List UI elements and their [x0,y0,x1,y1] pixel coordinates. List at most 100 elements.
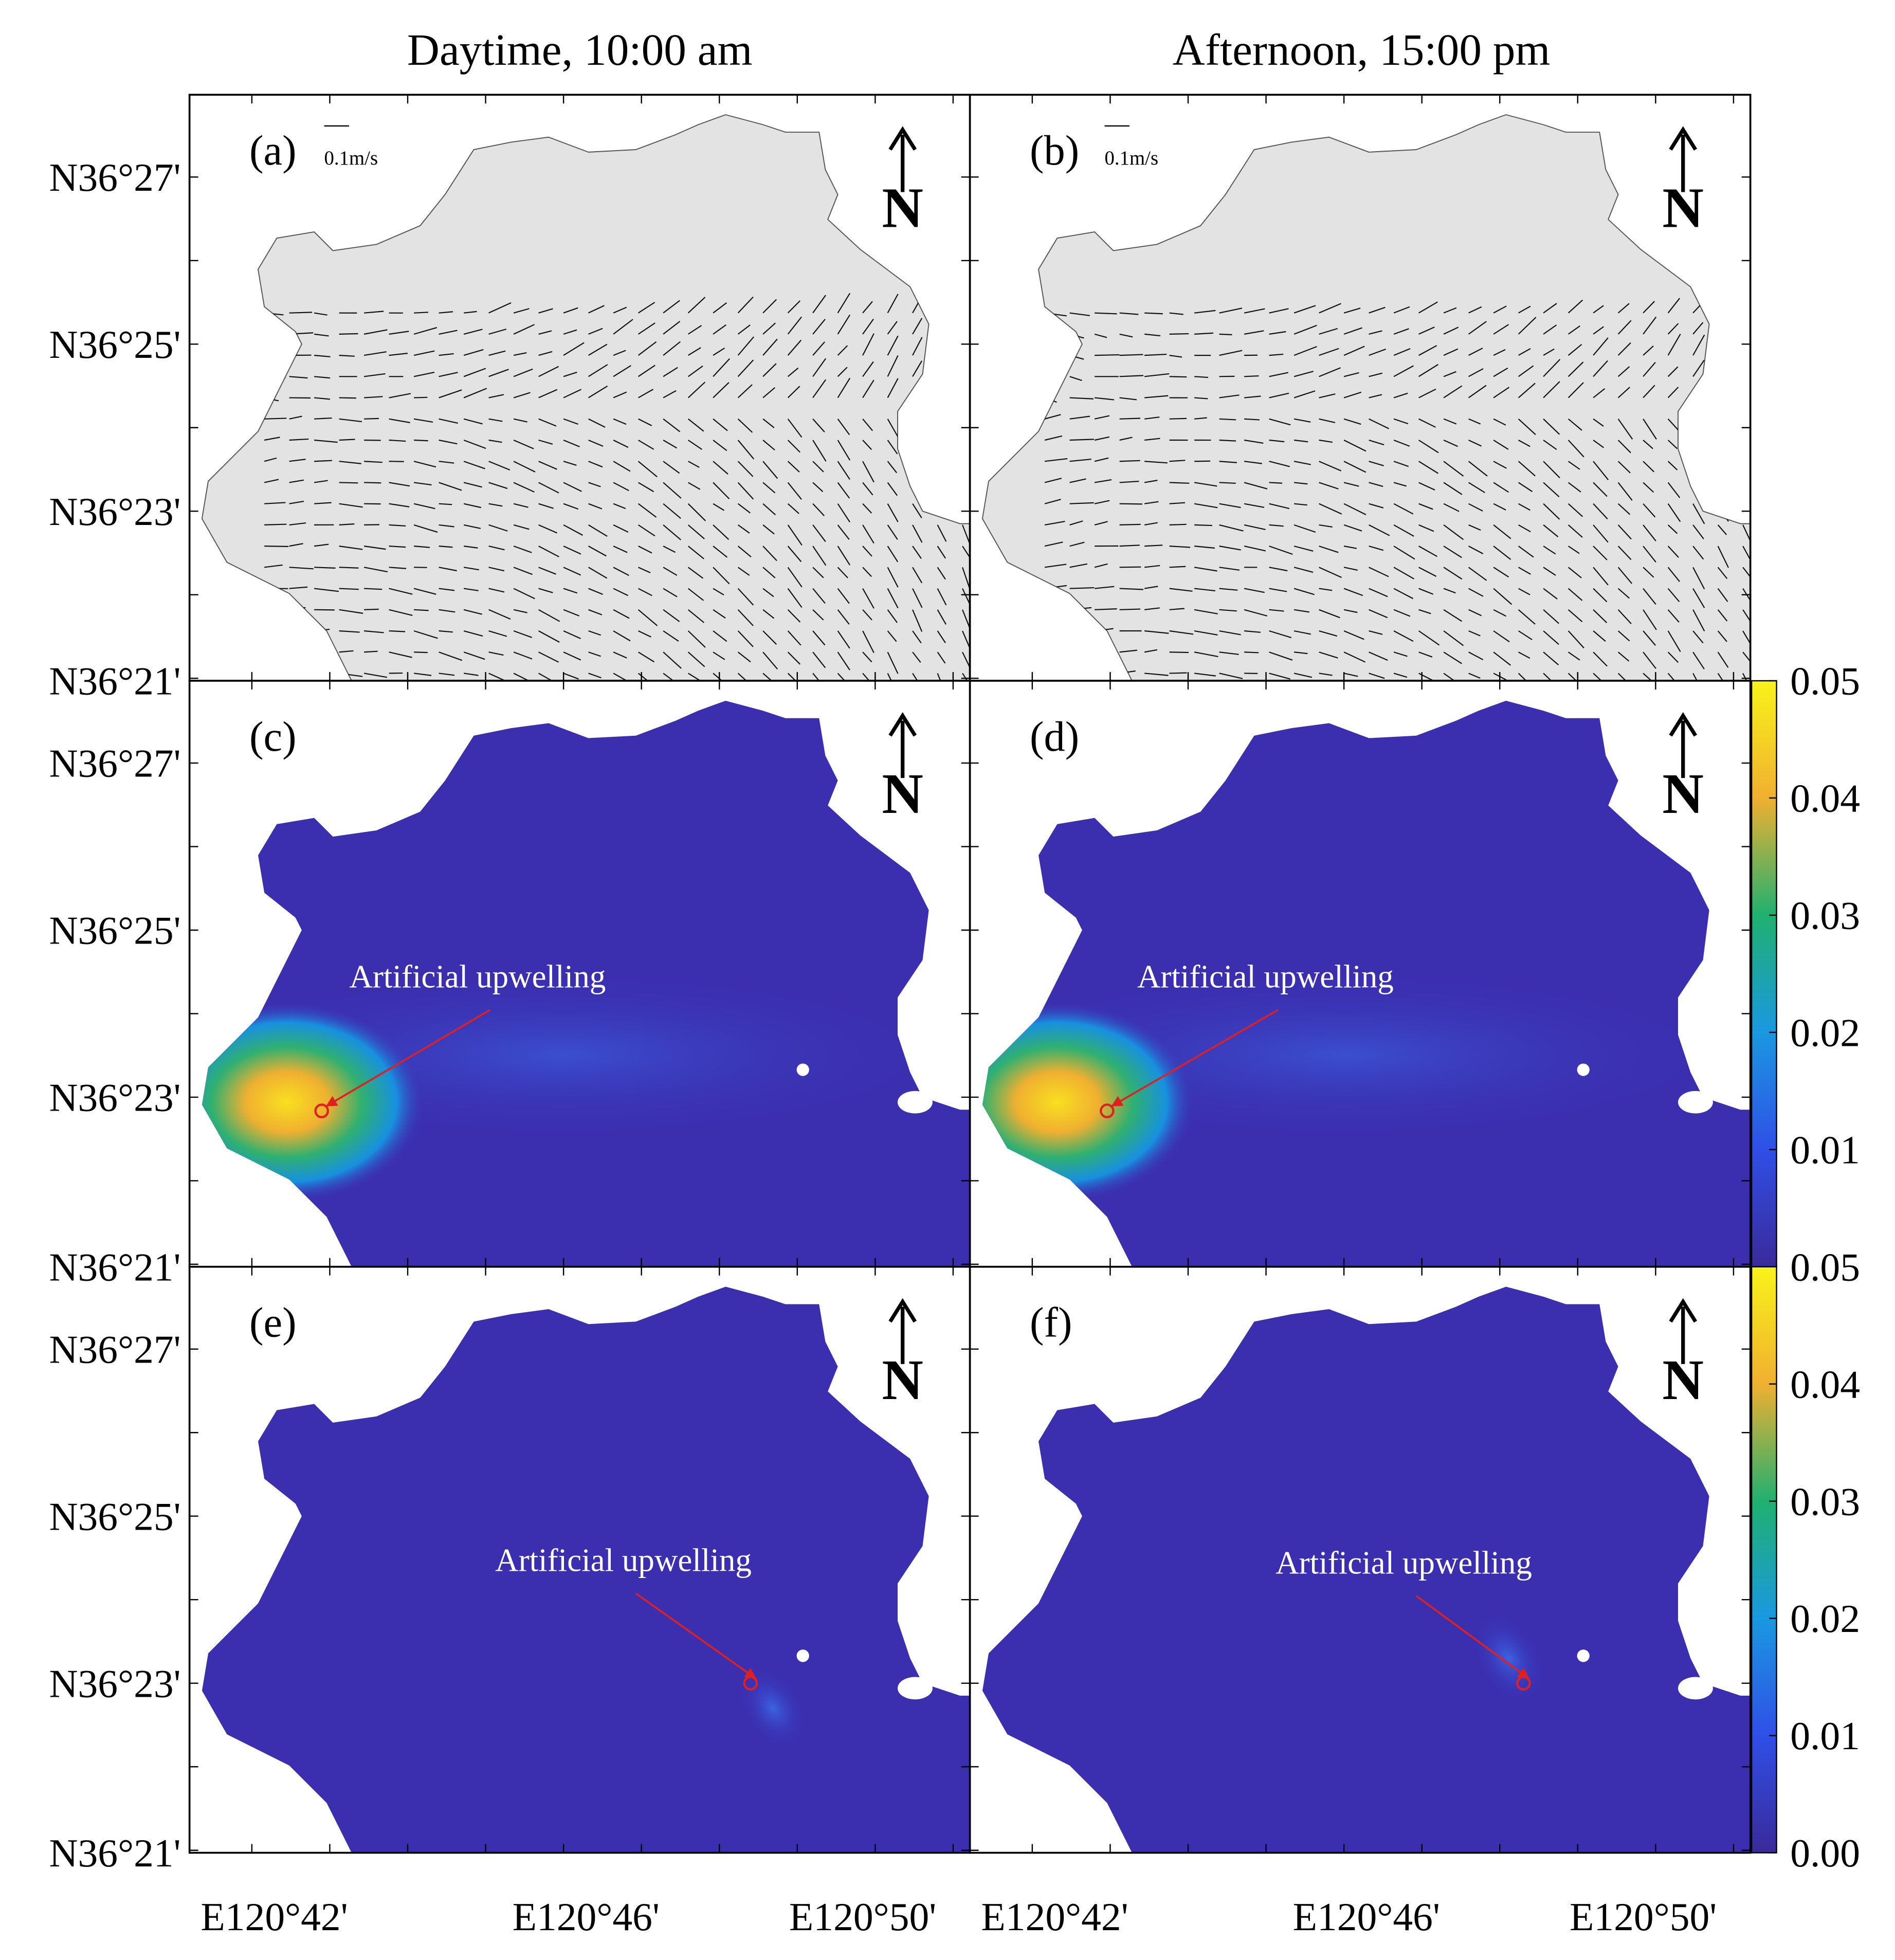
current-vector [762,609,775,619]
current-vector [837,588,850,604]
current-vector [812,503,825,516]
current-vector [613,503,626,510]
current-vector [1418,461,1439,474]
current-vector [1169,672,1187,674]
current-vector [488,369,509,377]
current-vector [887,440,898,455]
current-vector [837,377,851,398]
current-vector [1293,418,1311,423]
current-vector [314,502,332,504]
current-vector [687,651,705,667]
current-vector [1518,673,1537,681]
current-vector [787,524,803,546]
current-vector [1095,397,1115,401]
current-vector [638,365,655,377]
current-vector [1219,439,1236,442]
current-vector [887,461,898,474]
scale-label: 0.1m/s [1105,147,1159,169]
current-vector [1393,546,1415,560]
current-vector [463,673,479,676]
current-vector [1393,503,1414,515]
current-vector [1568,382,1584,398]
current-vector [1593,567,1609,586]
current-vector [1543,348,1555,356]
current-vector [762,461,778,479]
current-vector [1493,418,1506,426]
current-vector [1593,326,1604,335]
current-vector [488,418,503,422]
current-vector [488,609,511,620]
north-label: N [882,763,923,826]
current-vector [1593,609,1608,623]
north-label: N [1662,763,1704,826]
current-vector [414,312,429,314]
current-vector [463,418,483,425]
current-vector [1219,350,1243,356]
current-vector [389,439,406,442]
current-vector [663,503,681,519]
current-vector [713,461,728,475]
current-vector [1643,419,1657,440]
current-vector [513,418,527,423]
current-vector [1319,567,1342,578]
current-vector [314,460,333,462]
current-vector [463,609,482,615]
current-vector [1643,524,1656,541]
current-vector [1269,588,1287,592]
current-vector [264,479,279,483]
current-vector [1568,461,1580,470]
current-vector [1667,419,1680,431]
current-vector [1194,630,1218,636]
current-vector [713,482,730,499]
current-vector [713,546,728,558]
map-panel: (f) N Artificial upwelling [969,1265,1752,1854]
current-vector [1219,461,1237,463]
current-vector [1667,524,1678,534]
current-vector [1667,298,1681,314]
current-vector [1667,334,1681,356]
current-vector [339,355,355,357]
current-vector [1418,567,1437,577]
current-vector [1643,588,1656,605]
current-vector [1493,440,1509,450]
current-vector [1667,609,1680,623]
current-vector [613,319,633,335]
current-vector [339,461,361,464]
current-vector [812,588,826,604]
current-vector [1194,546,1215,549]
lat-tick-label: N36°23' [49,1076,180,1120]
current-vector [1319,439,1333,443]
current-vector [912,630,922,644]
current-vector [1319,482,1339,489]
current-vector [538,673,560,681]
current-vector [638,546,652,554]
current-vector [1667,673,1680,681]
current-vector [1468,567,1487,581]
current-vector [1543,461,1560,479]
current-vector [1319,630,1338,637]
current-vector [1593,524,1609,543]
current-vector [1643,546,1656,563]
current-vector [912,360,923,377]
current-vector [713,347,725,356]
current-vector [1443,418,1457,425]
current-vector [563,342,585,356]
current-vector [1667,651,1679,663]
current-vector [613,651,627,659]
current-vector [688,482,701,490]
current-vector [637,503,657,518]
current-vector [713,358,731,377]
current-vector [1319,328,1338,335]
current-vector [1593,673,1607,681]
current-vector [1219,588,1238,591]
current-vector [1568,440,1584,458]
current-vector [1692,359,1705,377]
current-vector [488,461,511,470]
current-vector [713,302,727,314]
current-vector [538,546,559,557]
current-vector [513,567,533,575]
current-vector [1617,673,1631,681]
current-vector [1543,303,1557,314]
current-vector [638,588,652,596]
current-vector [289,522,306,525]
